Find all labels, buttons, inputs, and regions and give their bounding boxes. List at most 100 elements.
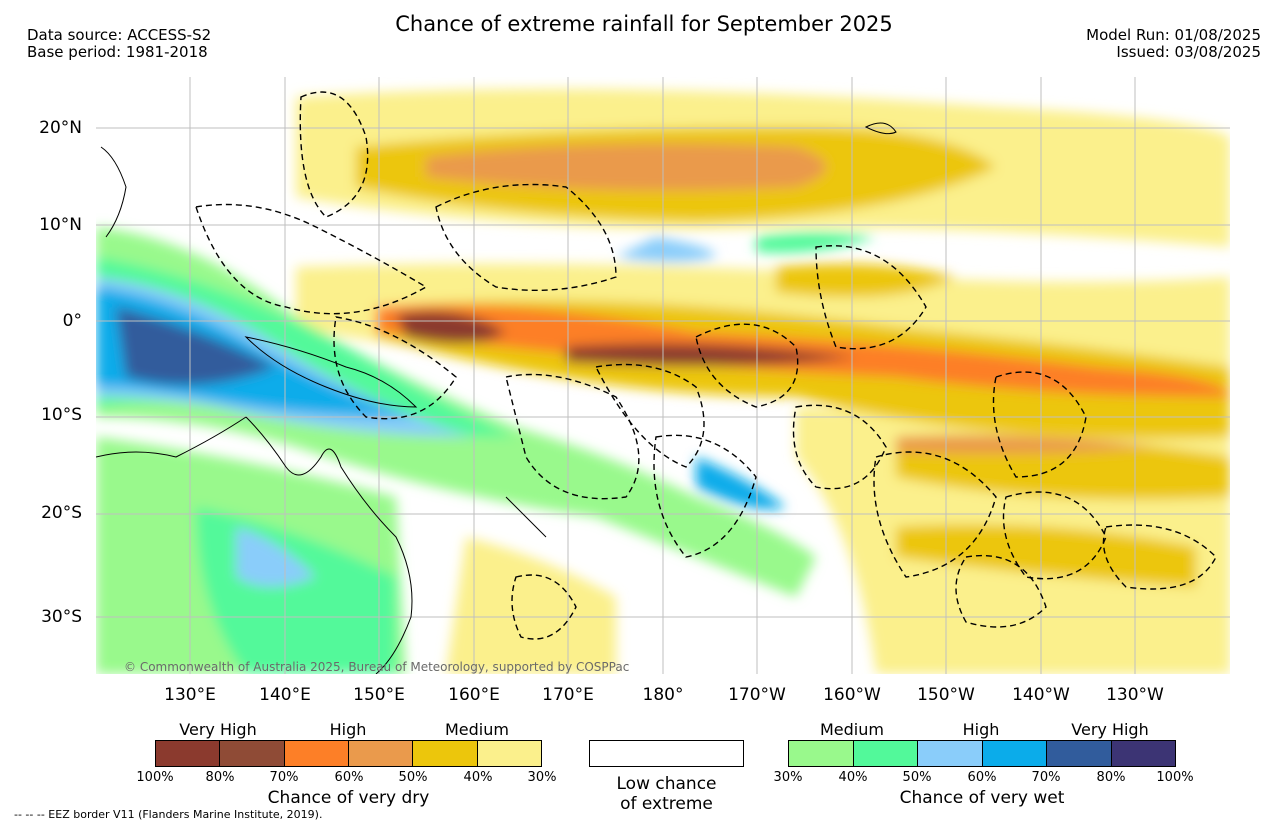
map-title: Chance of extreme rainfall for September… (395, 12, 893, 36)
dry-head-very-high: Very High (179, 720, 257, 739)
wet-tick-60: 60% (967, 770, 997, 785)
dry-swatch-6 (477, 741, 541, 766)
eez-norfolk (511, 574, 577, 640)
lon-label-170w: 170°W (728, 685, 786, 705)
eez-tokelau (695, 323, 799, 408)
eez-kiribati-line (815, 245, 927, 350)
lat-label-0: 0° (62, 311, 82, 331)
wet-swatch-3 (918, 741, 983, 766)
gridlines (96, 77, 1230, 674)
wet-swatch-2 (853, 741, 918, 766)
rainfall-field (96, 89, 1230, 674)
dry-tick-30: 30% (527, 770, 557, 785)
wet-patch-north (616, 237, 716, 262)
wet-swatch-4 (982, 741, 1047, 766)
dry-band-north-high (426, 143, 826, 191)
lon-label-130e: 130°E (164, 685, 216, 705)
dry-tick-70: 70% (269, 770, 299, 785)
wet-colorbar (788, 740, 1176, 767)
eez-northern-marianas (299, 91, 369, 218)
dry-region-south-light (446, 537, 616, 674)
dry-colorbar (155, 740, 542, 767)
wet-tick-30: 30% (773, 770, 803, 785)
wet-head-high: High (962, 720, 1000, 739)
low-chance-label: Low chance of extreme (560, 774, 773, 814)
wet-tick-40: 40% (838, 770, 868, 785)
lon-label-160w: 160°W (823, 685, 881, 705)
dry-band-southeast-high (896, 435, 1156, 454)
north-australia-coastline (96, 416, 247, 458)
lon-label-160e: 160°E (448, 685, 500, 705)
new-guinea-coastline (244, 336, 418, 408)
base-period-label: Base period: 1981-2018 (27, 43, 208, 61)
australia-coastline (245, 416, 413, 674)
low-chance-swatch (589, 740, 744, 767)
low-chance-line1: Low chance (616, 774, 717, 794)
data-source-info: Data source: ACCESS-S2 Base period: 1981… (27, 27, 211, 61)
lat-label-20n: 20°N (39, 118, 82, 138)
dry-tick-50: 50% (398, 770, 428, 785)
lon-label-150e: 150°E (353, 685, 405, 705)
eez-pitcairn (1102, 524, 1217, 590)
rainfall-map: © Commonwealth of Australia 2025, Bureau… (96, 77, 1230, 674)
eez-borders (195, 91, 1217, 640)
eez-micronesia-west (195, 203, 428, 315)
lon-label-130w: 130°W (1106, 685, 1164, 705)
wet-core-indonesia (116, 307, 276, 385)
copyright-note: © Commonwealth of Australia 2025, Bureau… (124, 660, 629, 674)
wet-band-spcz (696, 457, 786, 510)
dry-tick-80: 80% (205, 770, 235, 785)
wet-legend-title: Chance of very wet (899, 788, 1065, 808)
wet-patch-inland-australia (236, 527, 316, 587)
eez-austral (955, 554, 1047, 628)
philippines-coastline (100, 146, 127, 238)
lat-label-20s: 20°S (41, 503, 82, 523)
wet-tick-100: 100% (1156, 770, 1194, 785)
dry-tick-100: 100% (136, 770, 174, 785)
lon-label-170e: 170°E (542, 685, 594, 705)
dry-band-equator-high (376, 304, 1230, 397)
eez-marshall-islands (435, 183, 617, 292)
dry-core-160e (396, 311, 506, 344)
dry-head-medium: Medium (445, 720, 509, 739)
lat-label-10s: 10°S (41, 405, 82, 425)
dry-swatch-1 (156, 741, 221, 766)
wet-tick-70: 70% (1031, 770, 1061, 785)
eez-cook-islands (873, 451, 997, 578)
low-chance-line2: of extreme (620, 794, 713, 814)
dry-core-dateline (566, 343, 856, 366)
dry-swatch-4 (348, 741, 414, 766)
dry-tick-40: 40% (463, 770, 493, 785)
data-source-label: Data source: ACCESS-S2 (27, 26, 212, 44)
eez-tuvalu (594, 363, 705, 468)
dry-patch-160w (776, 263, 956, 297)
lat-label-10n: 10°N (39, 215, 82, 235)
dry-swatch-5 (413, 741, 478, 766)
lon-label-180: 180° (642, 685, 684, 705)
hawaii-coastline (864, 122, 897, 135)
lat-label-30s: 30°S (41, 607, 82, 627)
wet-swatch-5 (1047, 741, 1112, 766)
coastlines (96, 122, 897, 674)
wet-tick-80: 80% (1096, 770, 1126, 785)
dry-legend-title: Chance of very dry (267, 788, 430, 808)
wet-patch-170w (756, 232, 876, 253)
eez-vanuatu (505, 373, 640, 500)
wet-swatch-6 (1111, 741, 1175, 766)
wet-head-very-high: Very High (1071, 720, 1149, 739)
issued-label: Issued: 03/08/2025 (1116, 43, 1261, 61)
eez-solomon-islands (333, 316, 457, 420)
lon-label-150w: 150°W (917, 685, 975, 705)
wet-head-medium: Medium (820, 720, 884, 739)
model-run-label: Model Run: 01/08/2025 (1086, 26, 1261, 44)
eez-footnote: -- -- -- EEZ border V11 (Flanders Marine… (14, 808, 323, 821)
dry-swatch-2 (220, 741, 285, 766)
dry-swatch-3 (284, 741, 349, 766)
eez-samoa (792, 404, 887, 490)
wet-swatch-1 (789, 741, 854, 766)
eez-fiji (653, 434, 757, 558)
dry-head-high: High (329, 720, 367, 739)
lon-label-140e: 140°E (259, 685, 311, 705)
model-run-info: Model Run: 01/08/2025 Issued: 03/08/2025 (1086, 27, 1261, 61)
dry-tick-60: 60% (334, 770, 364, 785)
